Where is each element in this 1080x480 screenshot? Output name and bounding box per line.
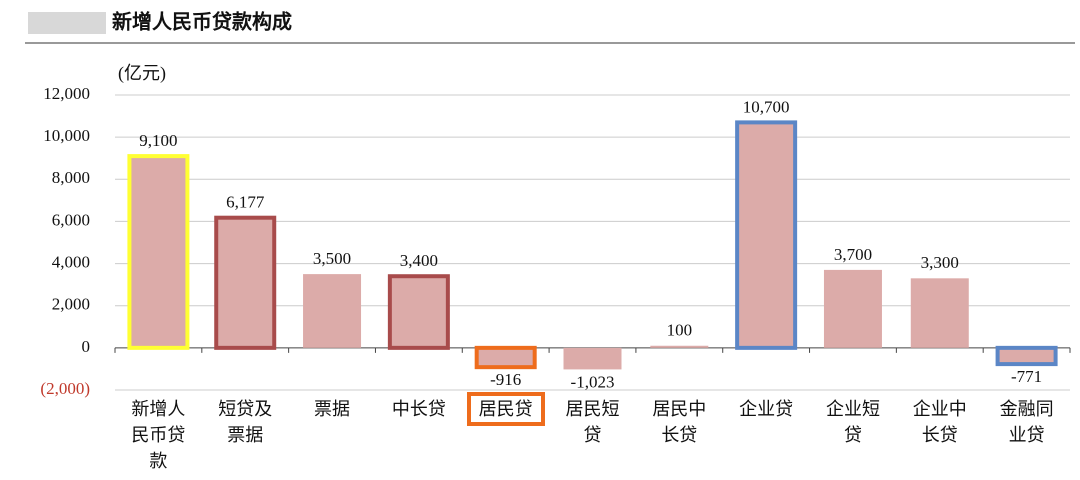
bar: [214, 215, 277, 350]
y-tick-label: 2,000: [52, 295, 90, 314]
blurred-logo: [28, 12, 106, 34]
x-tick-label: 金融同业贷: [999, 399, 1054, 445]
unit-label: (亿元): [118, 63, 166, 84]
value-label: -1,023: [571, 372, 615, 391]
value-label: 6,177: [226, 193, 265, 212]
bar: [474, 345, 537, 370]
x-tick-label: 居民短贷: [565, 399, 620, 445]
bar: [303, 274, 362, 348]
x-tick-label: 短贷及票据: [218, 399, 273, 445]
bar: [563, 347, 622, 370]
value-label: 3,300: [921, 253, 959, 272]
value-label: 9,100: [139, 131, 177, 150]
bar: [823, 269, 882, 348]
x-tick-label: 票据: [314, 399, 351, 419]
value-label: 3,400: [400, 251, 438, 270]
x-tick-label: 新增人民币贷款: [131, 399, 186, 471]
y-tick-label: 10,000: [43, 126, 90, 145]
bar: [910, 278, 969, 348]
x-tick-label: 中长贷: [391, 399, 446, 419]
y-tick-label: 8,000: [52, 168, 90, 187]
bar: [735, 120, 798, 350]
x-tick-label: 居民中长贷: [652, 399, 707, 445]
bar: [127, 154, 190, 350]
bar: [650, 345, 709, 348]
y-tick-label: 6,000: [52, 210, 90, 229]
chart-title: 新增人民币贷款构成: [112, 10, 292, 34]
y-tick-label: 12,000: [43, 84, 90, 103]
x-tick-label: 企业短贷: [825, 399, 880, 445]
value-label: 10,700: [743, 97, 790, 116]
value-label: -771: [1011, 367, 1042, 386]
x-tick-label: 企业中长贷: [912, 399, 967, 445]
value-label: 3,500: [313, 249, 351, 268]
value-label: 3,700: [834, 245, 872, 264]
x-tick-label: 企业贷: [739, 399, 794, 419]
bar: [387, 274, 450, 350]
y-tick-label: (2,000): [40, 379, 90, 398]
y-tick-label: 0: [82, 337, 91, 356]
x-tick-label: 居民贷: [466, 392, 545, 426]
y-tick-label: 4,000: [52, 252, 90, 271]
value-label: 100: [667, 321, 693, 340]
bar: [995, 345, 1058, 367]
value-label: -916: [490, 370, 521, 389]
